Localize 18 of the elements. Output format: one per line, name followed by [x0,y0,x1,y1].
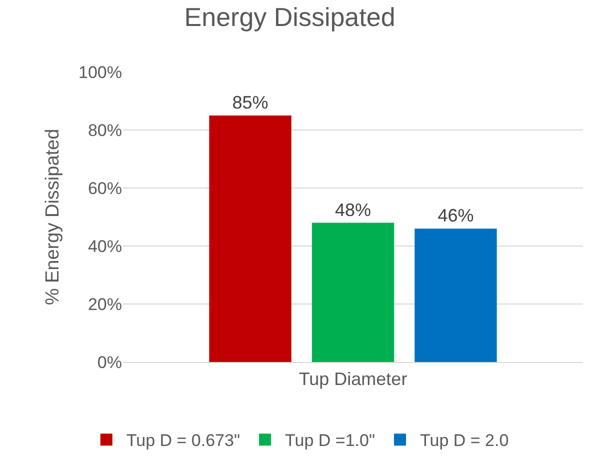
data-label: 46% [438,206,474,226]
bar [209,116,292,362]
y-tick-label: 60% [88,178,122,198]
y-axis-title: % Energy Dissipated [42,128,64,306]
legend-label: Tup D = 2.0 [420,431,509,450]
data-label: 85% [232,92,268,112]
y-tick-label: 20% [88,294,122,314]
y-tick-label: 80% [88,120,122,140]
x-tick-label: Tup Diameter [298,368,408,389]
y-tick-label: 0% [97,352,122,372]
data-label: 48% [334,200,372,220]
y-tick-label: 40% [88,236,122,256]
chart-title: Energy Dissipated [184,2,396,32]
legend-label: Tup D = 0.673" [126,431,240,450]
bar [312,222,394,362]
bar [414,228,497,362]
y-tick-label: 100% [78,62,122,82]
legend-label: Tup D =1.0" [285,431,375,450]
